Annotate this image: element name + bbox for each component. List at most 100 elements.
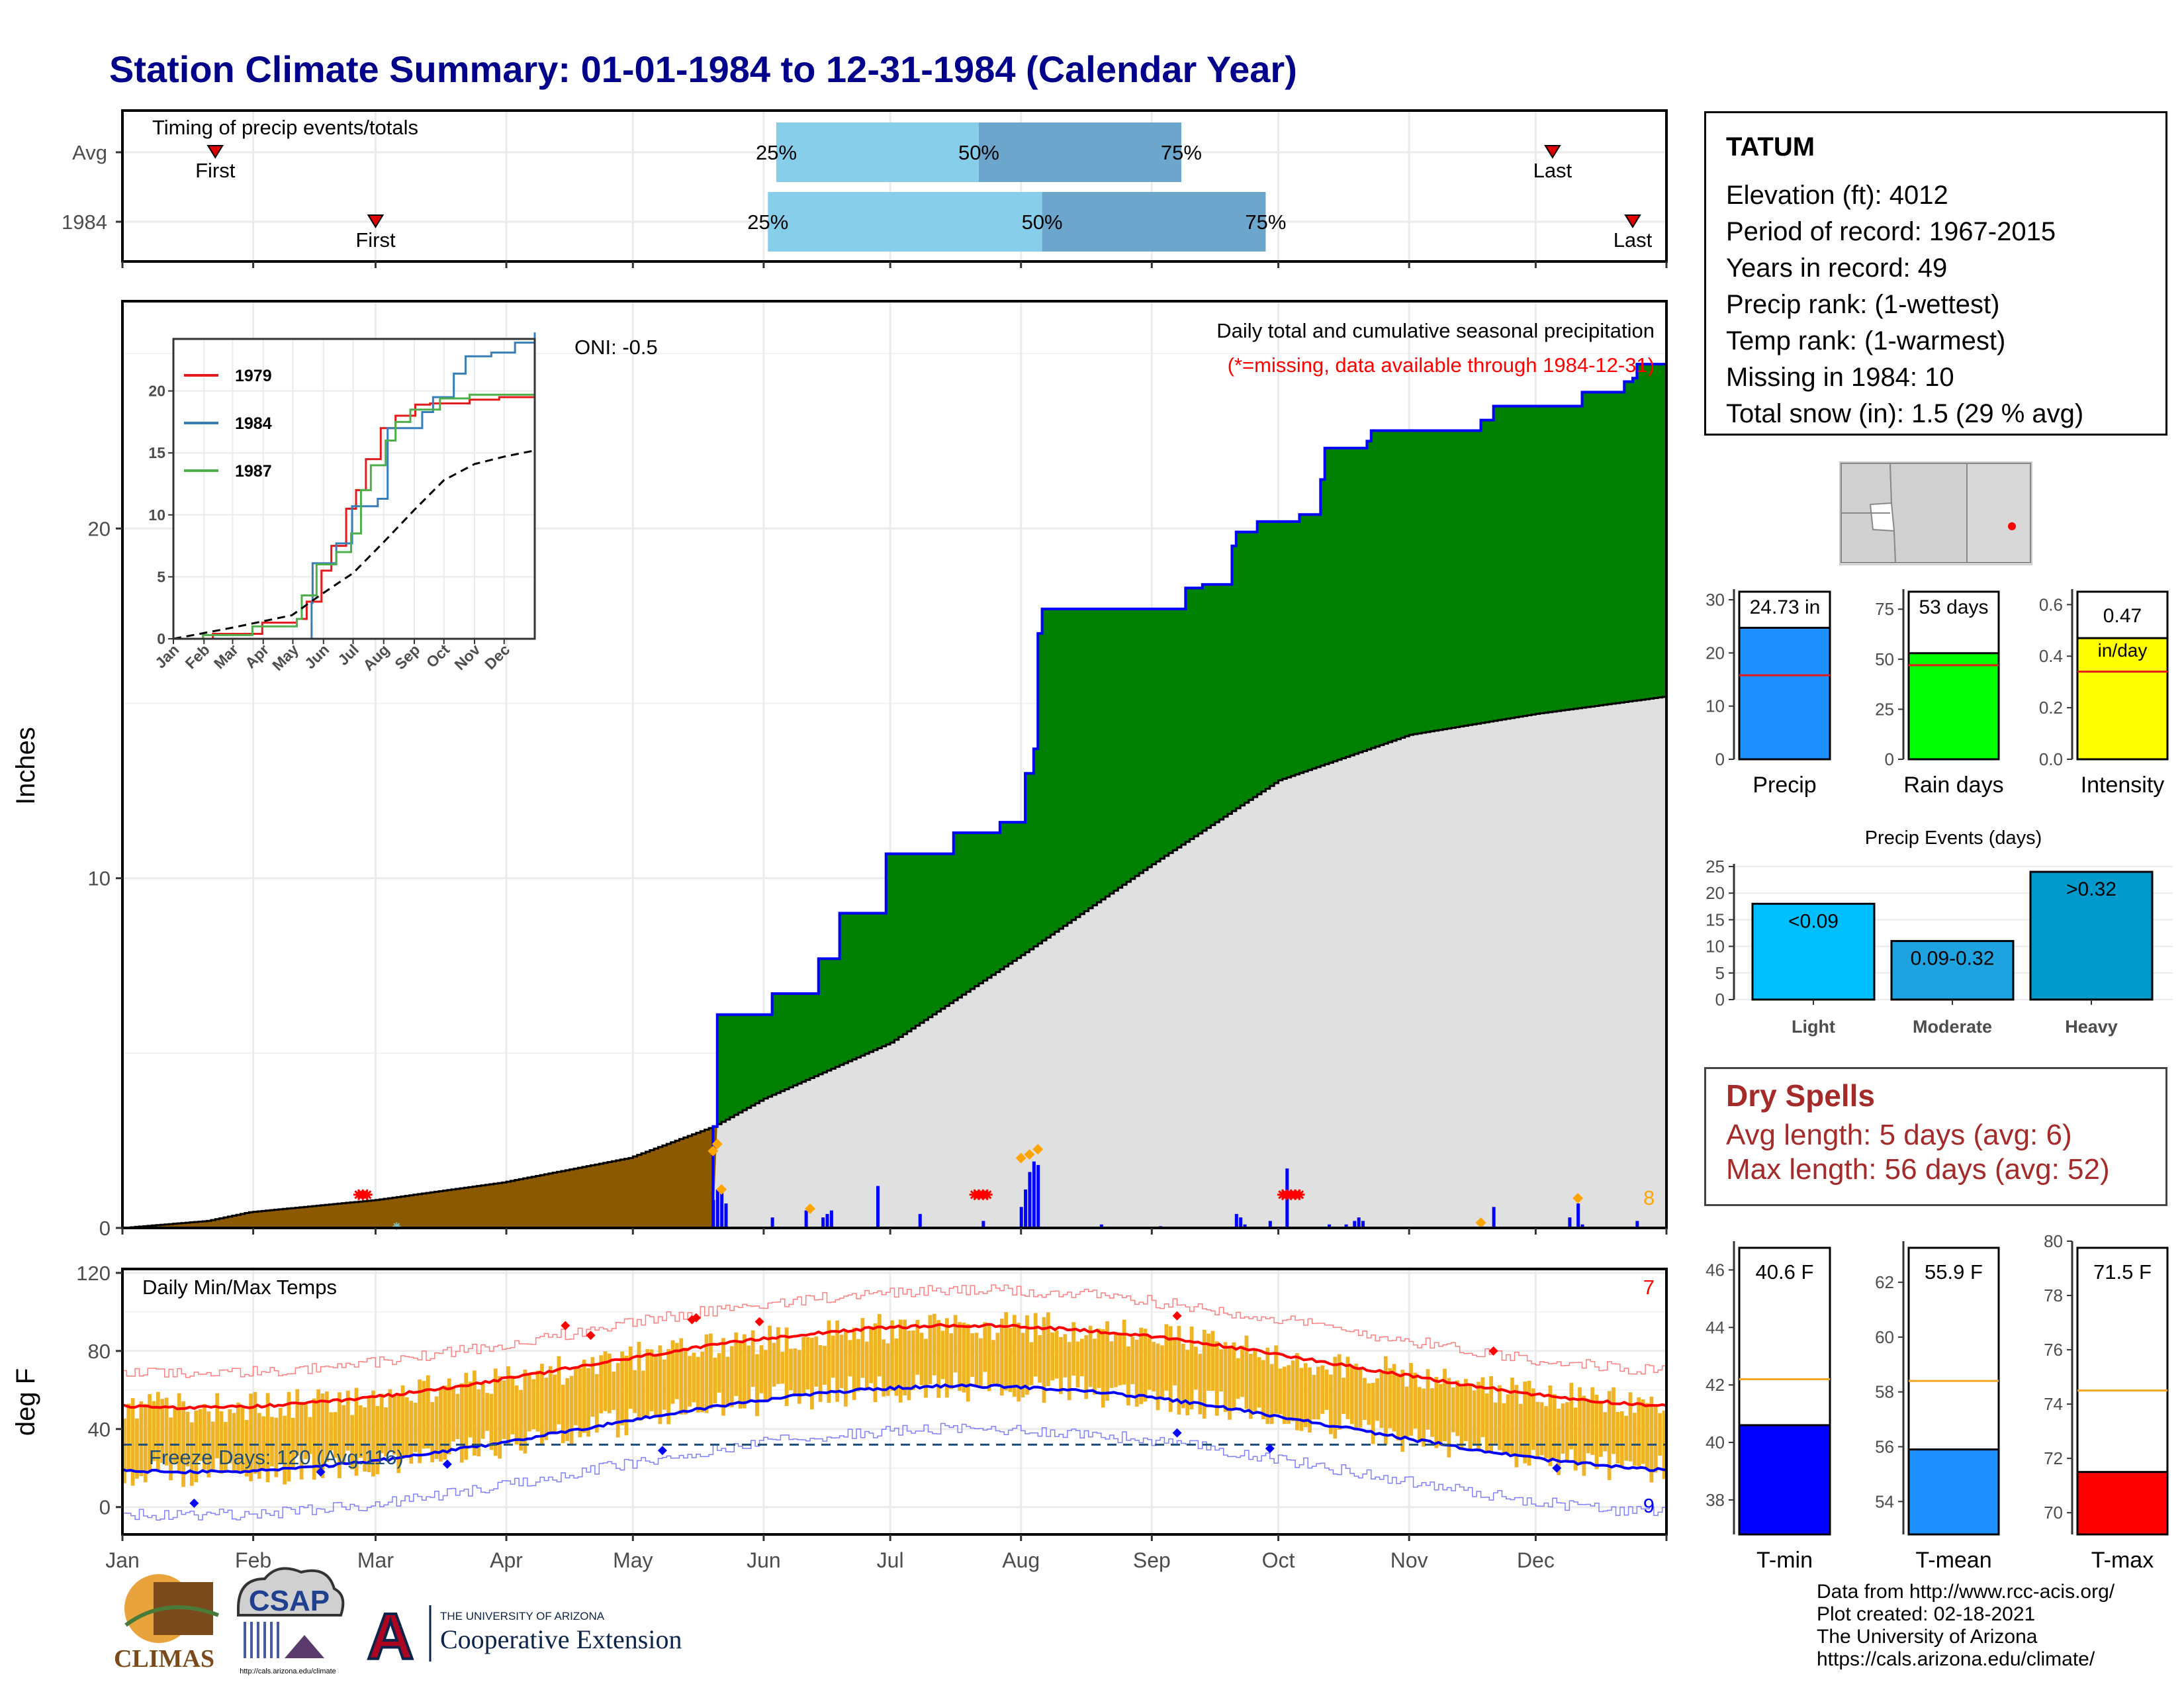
event-marker: [1544, 145, 1561, 159]
timing-panel: Timing of precip events/totals Avg 25% 50% 7…: [62, 109, 1668, 268]
ua-logo-bottom: Cooperative Extension: [440, 1624, 682, 1654]
daily-temp-bar: [999, 1319, 1004, 1396]
daily-temp-bar: [363, 1407, 367, 1472]
timing-row-label: 1984: [62, 211, 107, 234]
missing-marker: [1295, 1190, 1304, 1199]
daily-precip-bar: [1328, 1224, 1332, 1228]
inset-series-line: [173, 388, 536, 640]
daily-temp-bar: [1624, 1415, 1628, 1461]
dry-spells-title: Dry Spells: [1726, 1078, 1875, 1113]
daily-temp-bar: [1261, 1360, 1265, 1420]
temp-bar-y-tick: 70: [2044, 1503, 2063, 1523]
precip-events-chart: Precip Events (days) 0 5 10 15 20 25 <0.09 Light…: [1706, 827, 2173, 1037]
daily-temp-bar: [1017, 1323, 1021, 1402]
daily-temp-bar: [1392, 1364, 1396, 1432]
daily-temp-bar: [1506, 1394, 1510, 1454]
daily-temp-bar: [379, 1393, 384, 1454]
daily-temp-bar: [810, 1337, 814, 1410]
daily-temp-bar: [1004, 1312, 1008, 1391]
daily-temp-bar: [1075, 1341, 1080, 1387]
daily-temp-bar: [919, 1333, 924, 1385]
daily-temp-bar: [1088, 1325, 1093, 1387]
daily-temp-bar: [447, 1378, 451, 1455]
snow-marker: [1024, 1149, 1035, 1160]
temp-bar-name: T-mean: [1915, 1548, 1991, 1573]
daily-temp-bar: [734, 1332, 739, 1396]
bar-name: Precip: [1752, 773, 1816, 798]
daily-temp-bar: [443, 1385, 447, 1460]
bar-y-tick: 0: [1715, 749, 1725, 769]
daily-temp-bar: [396, 1394, 401, 1474]
station-location-marker: [2008, 522, 2016, 530]
daily-temp-bar: [768, 1325, 772, 1401]
daily-temp-bar: [299, 1401, 304, 1480]
daily-temp-bar: [759, 1345, 764, 1393]
month-label: Mar: [357, 1548, 394, 1572]
record-high-marker: [1488, 1346, 1498, 1356]
daily-temp-bar: [164, 1397, 169, 1466]
daily-temp-bar: [983, 1322, 987, 1372]
bar-y-tick: 25: [1875, 699, 1894, 719]
daily-temp-bar: [152, 1401, 156, 1462]
daily-precip-bar: [1036, 1164, 1040, 1228]
daily-temp-bar: [608, 1353, 612, 1413]
daily-temp-bar: [1645, 1403, 1649, 1469]
daily-temp-bar: [654, 1354, 658, 1417]
timing-frame: [121, 109, 1668, 263]
daily-temp-bar: [1113, 1333, 1118, 1387]
daily-temp-bar: [932, 1313, 936, 1376]
daily-temp-bar: [384, 1407, 388, 1457]
daily-temp-bar: [894, 1338, 899, 1396]
daily-temp-bar: [848, 1340, 852, 1377]
daily-temp-bar: [743, 1334, 747, 1409]
station-temp-rank: Temp rank: (1-warmest): [1726, 326, 2006, 355]
temp-bar-y-tick: 80: [2044, 1231, 2063, 1251]
daily-temp-bar: [1012, 1315, 1017, 1397]
daily-temp-bar: [860, 1318, 865, 1378]
event-bar-label: <0.09: [1788, 910, 1839, 932]
pct-label: 25%: [747, 211, 788, 234]
daily-temp-bar: [1615, 1411, 1620, 1464]
daily-temp-bar: [1342, 1378, 1345, 1415]
daily-temp-bar: [1303, 1363, 1308, 1428]
daily-precip-bar: [1032, 1161, 1036, 1228]
daily-temp-bar: [1063, 1334, 1068, 1378]
daily-temp-bar: [666, 1348, 671, 1425]
daily-temp-bar: [506, 1366, 510, 1445]
record-high-marker: [561, 1321, 570, 1331]
daily-temp-bar: [228, 1409, 232, 1464]
temp-bar-y-tick: 74: [2044, 1394, 2063, 1414]
daily-temp-bar: [1214, 1341, 1219, 1416]
daily-temp-bar: [287, 1391, 291, 1481]
daily-temp-bar: [189, 1422, 194, 1486]
station-snow: Total snow (in): 1.5 (29 % avg): [1726, 399, 2084, 428]
bar-y-tick: 20: [1706, 643, 1725, 663]
daily-temp-bar: [1607, 1391, 1612, 1480]
pct-label: 75%: [1245, 211, 1286, 234]
daily-temp-bar: [198, 1409, 203, 1462]
station-missing: Missing in 1984: 10: [1726, 363, 1954, 392]
inset-series-line: [173, 332, 536, 640]
daily-temp-bar: [1248, 1354, 1253, 1419]
daily-temp-bar: [1371, 1382, 1375, 1444]
daily-temp-bar: [270, 1417, 274, 1467]
record-low-marker: [189, 1498, 199, 1508]
event-marker: [367, 214, 385, 228]
daily-temp-bar: [751, 1330, 755, 1387]
daily-temp-bar: [1569, 1382, 1574, 1450]
avg-max-line: [122, 1323, 1666, 1411]
bar-y-tick: 50: [1875, 649, 1894, 669]
y-tick-label: 40: [88, 1418, 111, 1441]
daily-precip-bar: [821, 1217, 825, 1228]
y-tick-label: 80: [88, 1340, 111, 1363]
daily-temp-bar: [375, 1405, 380, 1475]
temp-summary-bar: [1907, 1448, 2000, 1536]
record-low-marker: [316, 1467, 326, 1477]
inset-y-tick: 5: [157, 568, 165, 585]
temp-bar-y-tick: 42: [1706, 1375, 1725, 1395]
avg-min-line: [122, 1383, 1666, 1475]
daily-temp-bar: [852, 1327, 856, 1400]
daily-temp-bar: [1612, 1387, 1615, 1454]
bar-y-tick: 0.0: [2039, 749, 2063, 769]
daily-temp-bar: [620, 1351, 624, 1426]
